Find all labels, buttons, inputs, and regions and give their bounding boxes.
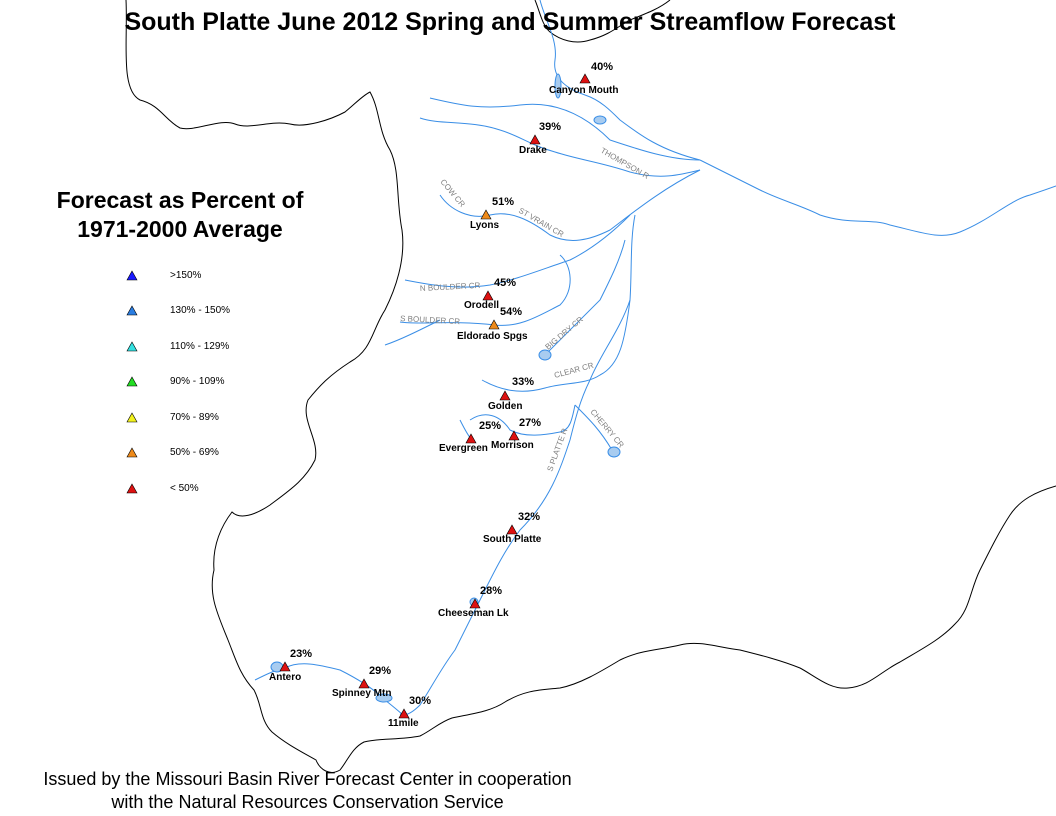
legend-triangle-icon	[126, 412, 138, 423]
footer-line2: with the Natural Resources Conservation …	[111, 792, 504, 812]
legend-item-label: >150%	[170, 270, 202, 281]
legend-item-label: 110% - 129%	[170, 341, 230, 352]
legend-item-label: 130% - 150%	[170, 305, 231, 316]
station-marker: 40% Canyon Mouth	[549, 61, 618, 96]
station-percent: 28%	[480, 585, 502, 597]
forecast-stations: 40% Canyon Mouth 39% Drake 51% Lyons 45% Orodel…	[269, 61, 618, 729]
station-triangle-icon	[469, 598, 481, 609]
station-triangle-icon	[465, 433, 477, 444]
station-percent: 25%	[479, 420, 501, 432]
station-name: Canyon Mouth	[549, 85, 618, 96]
legend-title-line1: Forecast as Percent of	[56, 187, 304, 213]
river-label-thompson: THOMPSON R	[599, 146, 651, 181]
station-name: Lyons	[470, 220, 500, 231]
station-percent: 54%	[500, 306, 522, 318]
station-marker: 32% South Platte	[483, 511, 542, 545]
station-percent: 23%	[290, 648, 312, 660]
legend-triangle-icon	[126, 305, 138, 316]
station-name: 11mile	[388, 718, 419, 729]
legend-item-label: 50% - 69%	[170, 447, 219, 458]
legend-title: Forecast as Percent of 1971-2000 Average	[20, 186, 340, 244]
station-triangle-icon	[482, 290, 494, 301]
station-percent: 39%	[539, 121, 561, 133]
river-network	[254, 0, 1056, 717]
station-triangle-icon	[488, 319, 500, 330]
legend-triangle-icon	[126, 341, 138, 352]
river-label-s-boulder: S BOULDER CR	[400, 314, 461, 326]
station-percent: 33%	[512, 376, 534, 388]
station-name: Eldorado Spgs	[457, 331, 528, 342]
station-name: Golden	[488, 401, 522, 412]
station-name: Evergreen	[439, 443, 488, 454]
legend-triangle-icon	[126, 376, 138, 387]
station-triangle-icon	[579, 73, 591, 84]
station-name: Spinney Mtn	[332, 688, 391, 699]
river-label-cherry: CHERRY CR	[588, 408, 625, 450]
station-marker: 23% Antero	[269, 648, 312, 683]
station-percent: 45%	[494, 277, 516, 289]
river-label-clear: CLEAR CR	[553, 361, 595, 380]
station-marker: 30% 11mile	[388, 695, 431, 729]
station-percent: 32%	[518, 511, 540, 523]
legend-triangle-icon	[126, 270, 138, 281]
station-marker: 51% Lyons	[470, 196, 514, 231]
station-triangle-icon	[529, 134, 541, 145]
station-name: Orodell	[464, 300, 499, 311]
station-triangle-icon	[358, 678, 370, 689]
river-label-big-dry: BIG DRY CR	[544, 315, 585, 352]
station-name: Morrison	[491, 440, 534, 451]
station-triangle-icon	[480, 209, 492, 220]
station-percent: 30%	[409, 695, 431, 707]
station-name: Drake	[519, 145, 547, 156]
legend-title-line2: 1971-2000 Average	[77, 216, 283, 242]
station-triangle-icon	[499, 390, 511, 401]
station-percent: 40%	[591, 61, 613, 73]
station-marker: 33% Golden	[488, 376, 534, 412]
legend-item-label: 70% - 89%	[170, 412, 219, 423]
station-marker: 39% Drake	[519, 121, 561, 156]
legend-item-label: < 50%	[170, 483, 199, 494]
station-marker: 29% Spinney Mtn	[332, 665, 391, 699]
station-percent: 27%	[519, 417, 541, 429]
station-percent: 29%	[369, 665, 391, 677]
station-marker: 25% Evergreen	[439, 420, 501, 454]
river-label-n-boulder: N BOULDER CR	[420, 281, 481, 293]
river-label-st-vrain: ST VRAIN CR	[517, 206, 565, 239]
river-label-cow: COW CR	[438, 178, 466, 209]
footer-line1: Issued by the Missouri Basin River Forec…	[43, 769, 572, 789]
station-name: Antero	[269, 672, 301, 683]
station-triangle-icon	[506, 524, 518, 535]
station-name: South Platte	[483, 534, 542, 545]
station-triangle-icon	[508, 430, 520, 441]
station-name: Cheeseman Lk	[438, 608, 509, 619]
legend-triangle-icon	[126, 447, 138, 458]
basin-boundary	[125, 0, 1056, 773]
station-marker: 28% Cheeseman Lk	[438, 585, 509, 619]
station-percent: 51%	[492, 196, 514, 208]
station-marker: 45% Orodell	[464, 277, 516, 311]
legend-item-label: 90% - 109%	[170, 376, 225, 387]
lakes	[270, 73, 621, 703]
station-triangle-icon	[398, 708, 410, 719]
footer-note: Issued by the Missouri Basin River Forec…	[0, 768, 615, 814]
station-triangle-icon	[279, 661, 291, 672]
station-marker: 54% Eldorado Spgs	[457, 306, 528, 342]
legend-triangle-icon	[126, 483, 138, 494]
map-title: South Platte June 2012 Spring and Summer…	[124, 8, 896, 36]
station-marker: 27% Morrison	[491, 417, 541, 451]
